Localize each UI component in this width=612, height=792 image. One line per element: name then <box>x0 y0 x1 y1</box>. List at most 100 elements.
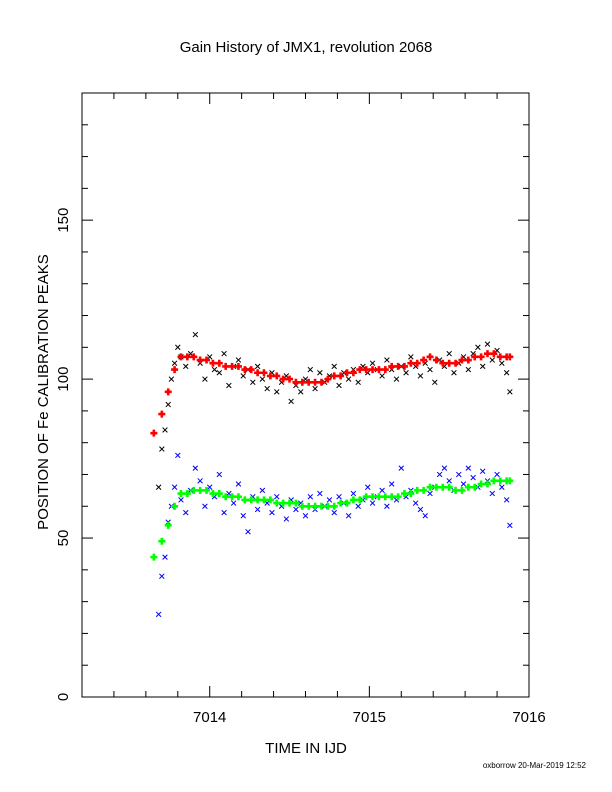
data-point <box>489 490 496 497</box>
data-point <box>159 446 165 452</box>
data-point <box>206 354 213 360</box>
data-point <box>312 385 318 392</box>
data-point <box>293 506 299 513</box>
data-point <box>269 509 275 516</box>
data-point <box>432 483 440 491</box>
data-point <box>311 502 319 510</box>
data-point <box>330 372 338 380</box>
series-2 <box>150 350 514 437</box>
data-point <box>477 480 485 488</box>
data-point <box>446 350 452 357</box>
data-point <box>445 483 453 491</box>
y-tick-label: 100 <box>55 367 72 392</box>
data-point <box>164 521 172 529</box>
axis-tick-labels: 7014 7015 7016 0 50 100 150 <box>55 208 546 726</box>
data-point <box>150 429 158 437</box>
data-point <box>379 487 385 494</box>
data-point <box>475 344 481 351</box>
data-point <box>215 359 223 367</box>
data-point <box>183 490 191 498</box>
data-point <box>302 513 309 519</box>
data-point <box>266 496 274 504</box>
data-point <box>273 372 281 380</box>
data-point <box>311 378 319 386</box>
data-point <box>171 484 178 490</box>
data-point <box>345 376 352 382</box>
data-point <box>305 378 313 386</box>
data-point <box>379 373 385 379</box>
data-point <box>286 375 294 383</box>
data-point <box>192 331 199 338</box>
data-point <box>254 369 262 377</box>
data-point <box>330 502 338 510</box>
data-point <box>349 369 357 377</box>
data-point <box>355 379 361 386</box>
data-point <box>460 481 467 487</box>
data-point <box>209 490 217 498</box>
data-point <box>496 353 504 361</box>
data-point <box>427 366 433 373</box>
data-point <box>432 379 438 386</box>
data-point <box>490 350 498 358</box>
data-point <box>499 484 505 490</box>
data-point <box>196 486 204 494</box>
data-point <box>479 363 486 370</box>
data-point <box>413 359 421 367</box>
data-point <box>394 362 402 370</box>
data-point <box>183 353 191 361</box>
data-point <box>264 385 270 392</box>
data-point <box>499 360 505 366</box>
data-point <box>369 493 377 501</box>
data-point <box>222 362 230 370</box>
data-point <box>408 354 414 360</box>
data-point <box>164 388 172 396</box>
data-point <box>477 353 485 361</box>
x-tick-label: 7014 <box>193 709 226 726</box>
data-point <box>305 502 313 510</box>
data-point <box>178 497 184 503</box>
data-point <box>307 493 314 500</box>
data-point <box>400 362 408 370</box>
data-point <box>202 503 208 510</box>
data-point <box>365 484 371 490</box>
data-point <box>183 509 189 516</box>
data-point <box>286 499 294 507</box>
data-point <box>159 573 165 579</box>
data-point <box>171 360 178 366</box>
y-tick-label: 150 <box>55 208 72 233</box>
data-point <box>279 499 287 507</box>
data-point <box>254 496 262 504</box>
data-point <box>230 500 237 506</box>
data-point <box>175 344 181 351</box>
data-point <box>155 484 162 490</box>
y-axis-label: POSITION OF Fe CALIBRATION PEAKS <box>35 254 52 530</box>
data-point <box>446 478 452 484</box>
data-point <box>375 493 383 501</box>
data-point <box>326 497 333 503</box>
data-point <box>197 478 203 484</box>
data-point <box>264 500 270 506</box>
data-point <box>465 465 472 471</box>
data-point <box>384 503 390 510</box>
data-point <box>420 486 428 494</box>
data-point <box>254 506 261 513</box>
data-point <box>247 496 255 504</box>
data-point <box>465 366 472 373</box>
data-point <box>337 372 345 380</box>
data-point <box>221 350 227 357</box>
data-point <box>158 537 166 545</box>
data-point <box>324 502 332 510</box>
data-point <box>381 493 389 501</box>
data-point <box>226 490 232 497</box>
data-point <box>388 362 396 370</box>
data-point <box>307 366 314 373</box>
data-point <box>360 363 366 370</box>
data-point <box>203 486 211 494</box>
data-point <box>337 499 345 507</box>
data-point <box>317 378 325 386</box>
data-point <box>343 369 351 377</box>
data-point <box>393 376 400 382</box>
data-point <box>241 496 249 504</box>
data-point <box>234 493 242 501</box>
